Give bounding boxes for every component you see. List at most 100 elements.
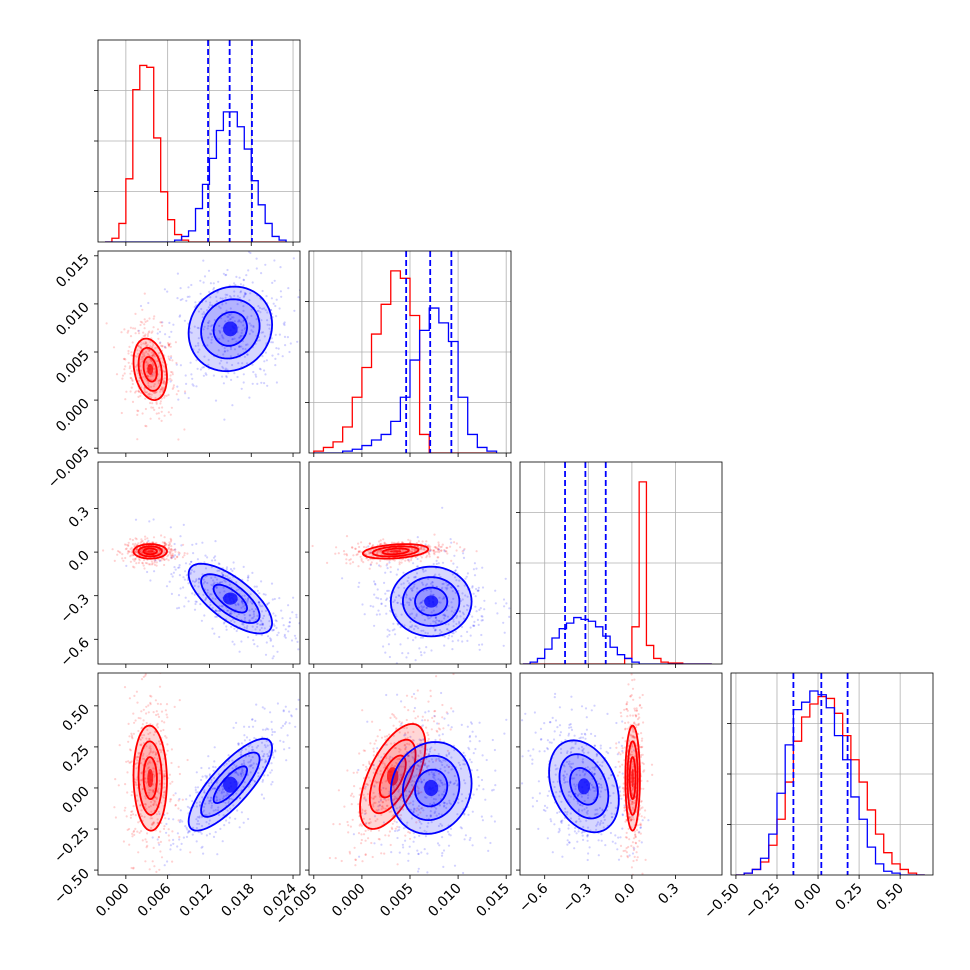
scatter-point [250, 324, 253, 327]
scatter-point [178, 564, 181, 567]
scatter-point [468, 758, 472, 761]
scatter-point [239, 334, 242, 337]
scatter-point [328, 856, 331, 860]
scatter-point [290, 639, 294, 642]
scatter-point [254, 373, 257, 376]
scatter-point [415, 565, 419, 568]
scatter-point [228, 318, 232, 321]
scatter-point [160, 321, 163, 324]
scatter-point [128, 843, 131, 846]
scatter-point [190, 560, 193, 563]
scatter-point [139, 549, 142, 553]
scatter-point [225, 628, 228, 631]
scatter-point [131, 554, 134, 557]
scatter-point [213, 581, 216, 584]
scatter-point [123, 368, 126, 371]
scatter-point [131, 790, 134, 794]
scatter-point [179, 287, 182, 290]
scatter-point [233, 372, 236, 375]
scatter-point [139, 358, 143, 361]
scatter-point [637, 733, 640, 736]
scatter-point [380, 805, 384, 808]
scatter-point [326, 561, 329, 565]
panel-content [521, 673, 654, 875]
scatter-point [134, 780, 137, 784]
marginal-panel-0 [94, 39, 301, 246]
scatter-point [201, 775, 204, 778]
scatter-point [169, 413, 172, 416]
scatter-point [174, 550, 177, 553]
scatter-point [456, 615, 459, 618]
scatter-point [202, 578, 205, 581]
scatter-point [263, 307, 266, 310]
scatter-point [478, 784, 481, 787]
scatter-point [160, 388, 163, 391]
scatter-point [463, 812, 466, 815]
scatter-point [242, 295, 245, 298]
scatter-point [194, 788, 197, 792]
scatter-point [204, 300, 208, 303]
scatter-point [124, 365, 127, 368]
scatter-point [362, 833, 366, 836]
scatter-point [471, 615, 474, 618]
scatter-point [406, 742, 409, 745]
scatter-point [224, 801, 227, 805]
scatter-point [124, 548, 127, 551]
scatter-point [375, 562, 378, 565]
scatter-point [129, 547, 132, 551]
scatter-point [268, 620, 271, 623]
scatter-point [261, 623, 264, 626]
scatter-point [223, 764, 226, 767]
scatter-point [210, 332, 213, 336]
scatter-point [431, 584, 434, 587]
scatter-point [421, 568, 424, 571]
scatter-point [196, 786, 200, 789]
scatter-point [471, 585, 474, 588]
scatter-point [226, 575, 229, 578]
scatter-point [222, 337, 225, 340]
scatter-point [341, 577, 344, 580]
scatter-point [360, 558, 363, 561]
scatter-point [469, 634, 472, 637]
scatter-point [481, 619, 484, 622]
scatter-point [158, 748, 161, 752]
scatter-point [385, 597, 389, 600]
scatter-point [634, 713, 637, 717]
scatter-point [253, 736, 256, 740]
scatter-point [428, 748, 432, 751]
scatter-point [141, 561, 144, 565]
scatter-point [408, 582, 411, 585]
scatter-point [198, 816, 201, 819]
scatter-point [374, 739, 378, 742]
scatter-point [442, 790, 445, 793]
scatter-point [386, 589, 389, 593]
scatter-point [415, 625, 418, 628]
scatter-point [236, 303, 239, 306]
scatter-point [375, 809, 378, 812]
scatter-point [154, 800, 157, 803]
scatter-point [416, 785, 419, 788]
scatter-point [183, 578, 186, 581]
scatter-point [135, 778, 138, 781]
scatter-point [163, 558, 166, 561]
scatter-point [280, 609, 283, 612]
scatter-point [233, 620, 236, 624]
scatter-point [352, 833, 355, 836]
scatter-point [358, 855, 361, 858]
scatter-point [343, 805, 346, 808]
scatter-point [434, 615, 437, 619]
scatter-point [415, 614, 418, 618]
scatter-point [154, 391, 157, 395]
scatter-point [261, 706, 264, 709]
scatter-point [147, 563, 151, 566]
scatter-point [176, 556, 179, 559]
scatter-point [148, 349, 151, 353]
scatter-point [397, 541, 400, 544]
scatter-point [421, 608, 424, 611]
scatter-point [137, 329, 140, 332]
scatter-point [146, 362, 149, 365]
scatter-point [621, 763, 624, 766]
scatter-point [170, 406, 173, 409]
scatter-point [135, 562, 138, 565]
scatter-point [402, 571, 405, 574]
